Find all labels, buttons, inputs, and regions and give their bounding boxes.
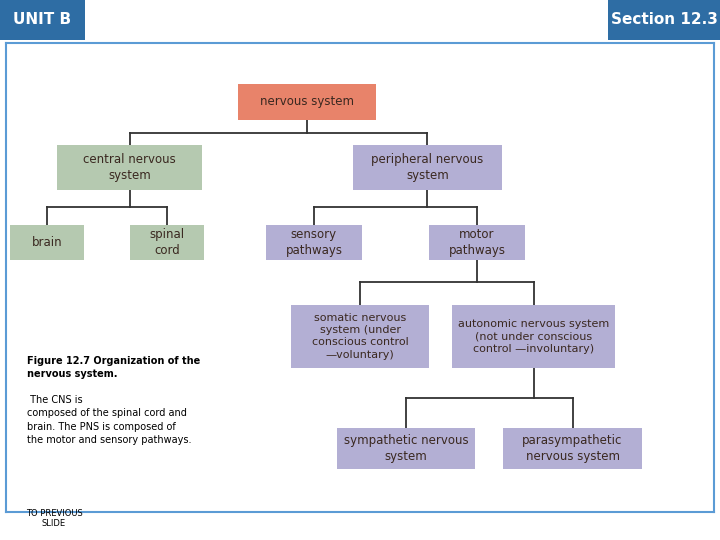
Text: brain: brain bbox=[32, 236, 62, 249]
FancyBboxPatch shape bbox=[57, 145, 202, 190]
Text: Figure 12.7 Organization of the
nervous system.: Figure 12.7 Organization of the nervous … bbox=[27, 356, 200, 380]
Text: ✔RETURN: ✔RETURN bbox=[28, 480, 81, 489]
Text: TO PREVIOUS
SLIDE: TO PREVIOUS SLIDE bbox=[26, 509, 82, 528]
FancyBboxPatch shape bbox=[238, 84, 376, 120]
Text: parasympathetic
nervous system: parasympathetic nervous system bbox=[522, 434, 623, 463]
FancyBboxPatch shape bbox=[429, 225, 525, 260]
Text: somatic nervous
system (under
conscious control
—voluntary): somatic nervous system (under conscious … bbox=[312, 313, 408, 360]
Text: BC Biology 12, Copyright © 2013 McGraw-Hill Ryerson Ltd.: BC Biology 12, Copyright © 2013 McGraw-H… bbox=[438, 523, 706, 531]
FancyBboxPatch shape bbox=[266, 225, 361, 260]
Text: sensory
pathways: sensory pathways bbox=[285, 228, 343, 257]
Text: motor
pathways: motor pathways bbox=[449, 228, 505, 257]
FancyBboxPatch shape bbox=[452, 305, 615, 368]
Text: central nervous
system: central nervous system bbox=[84, 153, 176, 182]
Text: The CNS is
composed of the spinal cord and
brain. The PNS is composed of
the mot: The CNS is composed of the spinal cord a… bbox=[27, 395, 191, 445]
FancyBboxPatch shape bbox=[9, 225, 84, 260]
FancyBboxPatch shape bbox=[291, 305, 429, 368]
Text: autonomic nervous system
(not under conscious
control —involuntary): autonomic nervous system (not under cons… bbox=[458, 319, 609, 354]
FancyBboxPatch shape bbox=[353, 145, 502, 190]
FancyBboxPatch shape bbox=[337, 428, 475, 469]
FancyBboxPatch shape bbox=[503, 428, 642, 469]
FancyBboxPatch shape bbox=[0, 0, 85, 40]
FancyBboxPatch shape bbox=[130, 225, 204, 260]
Text: Chapter 12: Nervous System: Chapter 12: Nervous System bbox=[96, 12, 316, 28]
Text: UNIT B: UNIT B bbox=[14, 12, 71, 28]
Text: nervous system: nervous system bbox=[260, 95, 354, 109]
Text: peripheral nervous
system: peripheral nervous system bbox=[372, 153, 483, 182]
Text: Section 12.3: Section 12.3 bbox=[611, 12, 718, 28]
Text: spinal
cord: spinal cord bbox=[150, 228, 185, 257]
Text: sympathetic nervous
system: sympathetic nervous system bbox=[343, 434, 469, 463]
FancyBboxPatch shape bbox=[608, 0, 720, 40]
